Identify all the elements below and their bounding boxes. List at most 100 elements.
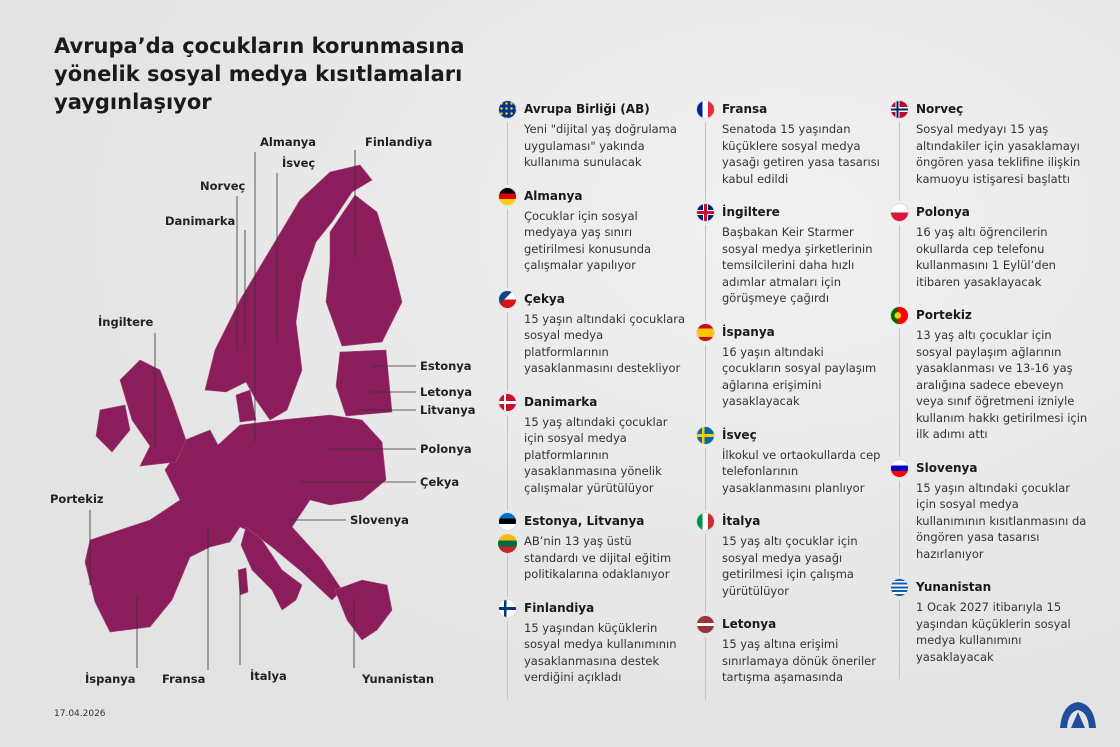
item-title: Danimarka	[524, 394, 598, 409]
item-text: 16 yaş altı öğrencilerin okullarda cep t…	[916, 225, 1056, 289]
flag-lv-icon	[696, 615, 715, 634]
list-item: Danimarka 15 yaş altındaki çocuklar için …	[498, 392, 688, 510]
item-text: 15 yaş altındaki çocuklar için sosyal me…	[524, 414, 668, 495]
item-title: İngiltere	[722, 205, 780, 219]
aa-logo	[1060, 702, 1096, 728]
flag-de-icon	[498, 186, 517, 206]
map-ireland	[95, 404, 131, 453]
list-item: Almanya Çocuklar için sosyal medyaya yaş …	[498, 186, 688, 288]
item-title: Avrupa Birliği (AB)	[524, 102, 650, 116]
list-item: Norveç Sosyal medyayı 15 yaş altındakile…	[890, 100, 1090, 201]
list-item: Yunanistan 1 Ocak 2027 itibarıyla 15 yaşı…	[890, 578, 1090, 679]
item-title: İsveç	[722, 427, 757, 442]
item-text: Senatoda 15 yaşından küçüklere sosyal me…	[722, 122, 880, 186]
flag-it-icon	[696, 512, 715, 531]
list-item: Avrupa Birliği (AB) Yeni "dijital yaş doğ…	[498, 100, 688, 184]
map-label: Almanya	[260, 135, 317, 149]
item-text: 15 yaşın altındaki çocuklar için sosyal …	[916, 480, 1087, 561]
map-label: Litvanya	[420, 403, 476, 417]
list-item: Slovenya 15 yaşın altındaki çocuklar için…	[890, 458, 1090, 576]
map-mainland	[84, 414, 387, 633]
list-item: Polonya 16 yaş altı öğrencilerin okullard…	[890, 203, 1090, 304]
item-text: Başbakan Keir Starmer sosyal medya şirke…	[722, 225, 873, 305]
map-label: Yunanistan	[362, 672, 435, 686]
list-item: İspanya 16 yaşın altındaki çocukların sos…	[696, 322, 886, 424]
europe-map	[84, 150, 416, 670]
map-label: Letonya	[420, 385, 472, 399]
map-finland	[325, 194, 403, 347]
column-3: Norveç Sosyal medyayı 15 yaş altındakile…	[890, 100, 1090, 681]
map-label: İtalya	[250, 669, 287, 683]
list-item: İngiltere Başbakan Keir Starmer sosyal me…	[696, 203, 886, 320]
date: 17.04.2026	[54, 709, 106, 719]
map-baltics	[335, 349, 393, 417]
item-title: Norveç	[916, 102, 964, 116]
item-title: Yunanistan	[916, 580, 992, 594]
map-label: İsveç	[282, 156, 316, 170]
map-label: Norveç	[200, 179, 246, 193]
map-label: Finlandiya	[365, 135, 433, 149]
flag-cz-icon	[498, 289, 517, 309]
map-label: İngiltere	[98, 315, 154, 329]
map-italy	[240, 526, 303, 611]
item-title: İtalya	[722, 514, 761, 528]
flag-ee-icon	[498, 512, 517, 531]
map-sardinia	[237, 567, 249, 596]
flag-es-icon	[696, 322, 715, 342]
item-title: Slovenya	[916, 460, 978, 475]
flag-si-icon	[890, 458, 909, 478]
flag-gr-icon	[890, 578, 909, 597]
item-text: 13 yaş altı çocuklar için sosyal paylaşı…	[916, 328, 1088, 441]
list-item: İsveç İlkokul ve ortaokullarda cep telefo…	[696, 425, 886, 510]
item-title: Estonya, Litvanya	[524, 514, 645, 528]
item-title: Letonya	[722, 617, 777, 631]
list-item: İtalya 15 yaş altı çocuklar için sosyal m…	[696, 512, 886, 613]
list-item: Portekiz 13 yaş altı çocuklar için sosyal…	[890, 306, 1090, 456]
list-item: Estonya, Litvanya AB’nin 13 yaş üstü stan…	[498, 512, 688, 596]
item-title: Finlandiya	[524, 600, 595, 615]
item-text: 15 yaş altına erişimi sınırlamaya dönük …	[722, 637, 876, 684]
flag-pt-icon	[890, 306, 909, 325]
item-text: AB’nin 13 yaş üstü standardı ve dijital …	[524, 534, 672, 581]
list-item: Finlandiya 15 yaşından küçüklerin sosyal …	[498, 598, 688, 700]
item-text: 15 yaşından küçüklerin sosyal medya kull…	[524, 620, 677, 685]
flag-se-icon	[696, 425, 715, 445]
map-label: Slovenya	[350, 513, 409, 527]
flag-dk-icon	[498, 392, 517, 412]
map-label: Danimarka	[165, 214, 236, 228]
map-label: Polonya	[420, 442, 472, 456]
item-text: 15 yaş altı çocuklar için sosyal medya y…	[722, 534, 858, 598]
page-title: Avrupa’da çocukların korunmasına yönelik…	[54, 34, 465, 114]
flag-fr-icon	[696, 100, 715, 119]
item-title: Fransa	[722, 102, 768, 116]
list-item: Letonya 15 yaş altına erişimi sınırlamaya…	[696, 615, 886, 699]
item-text: 15 yaşın altındaki çocuklara sosyal medy…	[524, 311, 686, 376]
flag-gb-icon	[696, 203, 715, 222]
map-scandinavia	[204, 164, 373, 421]
item-title: İspanya	[722, 324, 775, 339]
flag-fi-icon	[498, 598, 517, 618]
flag-no-icon	[890, 100, 909, 119]
flag-lt-icon	[498, 534, 517, 553]
item-text: Yeni "dijital yaş doğrulama uygulaması" …	[524, 122, 677, 169]
column-1: Avrupa Birliği (AB) Yeni "dijital yaş doğ…	[498, 100, 688, 702]
flag-eu-icon	[498, 100, 517, 119]
leader-lines	[89, 150, 416, 670]
map-label: Estonya	[420, 359, 472, 373]
list-item: Çekya 15 yaşın altındaki çocuklara sosyal…	[498, 289, 688, 391]
map-denmark	[235, 389, 257, 423]
map-label: Portekiz	[50, 492, 104, 506]
flag-pl-icon	[890, 203, 909, 222]
column-2: Fransa Senatoda 15 yaşından küçüklere sos…	[696, 100, 886, 702]
list-item: Fransa Senatoda 15 yaşından küçüklere sos…	[696, 100, 886, 201]
item-title: Portekiz	[916, 308, 972, 322]
item-title: Polonya	[916, 205, 970, 219]
item-text: 1 Ocak 2027 itibarıyla 15 yaşından küçük…	[916, 600, 1071, 664]
map-uk	[119, 359, 187, 467]
map-label: Fransa	[162, 672, 206, 686]
map-label: Çekya	[420, 475, 460, 489]
map-greece	[334, 579, 393, 641]
item-text: İlkokul ve ortaokullarda cep telefonları…	[722, 447, 881, 495]
item-text: Sosyal medyayı 15 yaş altındakiler için …	[916, 122, 1081, 186]
